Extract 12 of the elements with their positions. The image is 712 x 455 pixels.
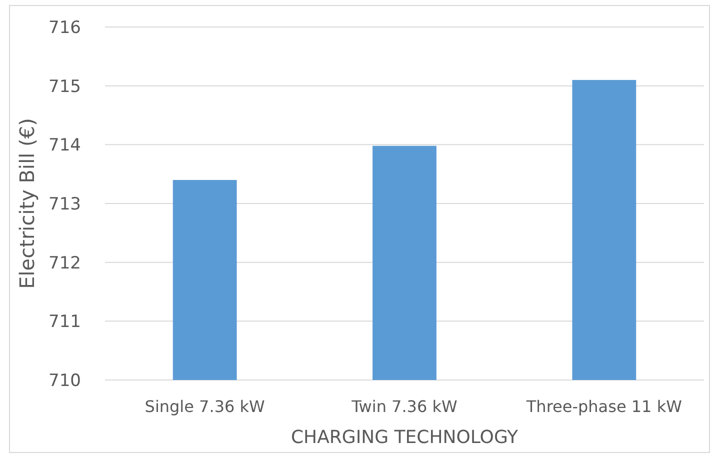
y-axis-title: Electricity Bill (€) <box>15 118 39 289</box>
y-tick-label: 714 <box>48 136 81 156</box>
x-tick-label: Single 7.36 kW <box>144 397 266 416</box>
y-tick-label: 713 <box>48 194 81 214</box>
x-tick-label: Twin 7.36 kW <box>350 397 458 416</box>
x-axis-title: CHARGING TECHNOLOGY <box>290 427 520 448</box>
y-tick-label: 710 <box>48 370 81 391</box>
y-tick-label: 712 <box>48 253 81 274</box>
y-tick-label: 711 <box>48 312 81 332</box>
y-tick-label: 716 <box>48 18 81 38</box>
x-tick-label: Three-phase 11 kW <box>525 397 682 416</box>
y-tick-label: 715 <box>48 76 81 97</box>
